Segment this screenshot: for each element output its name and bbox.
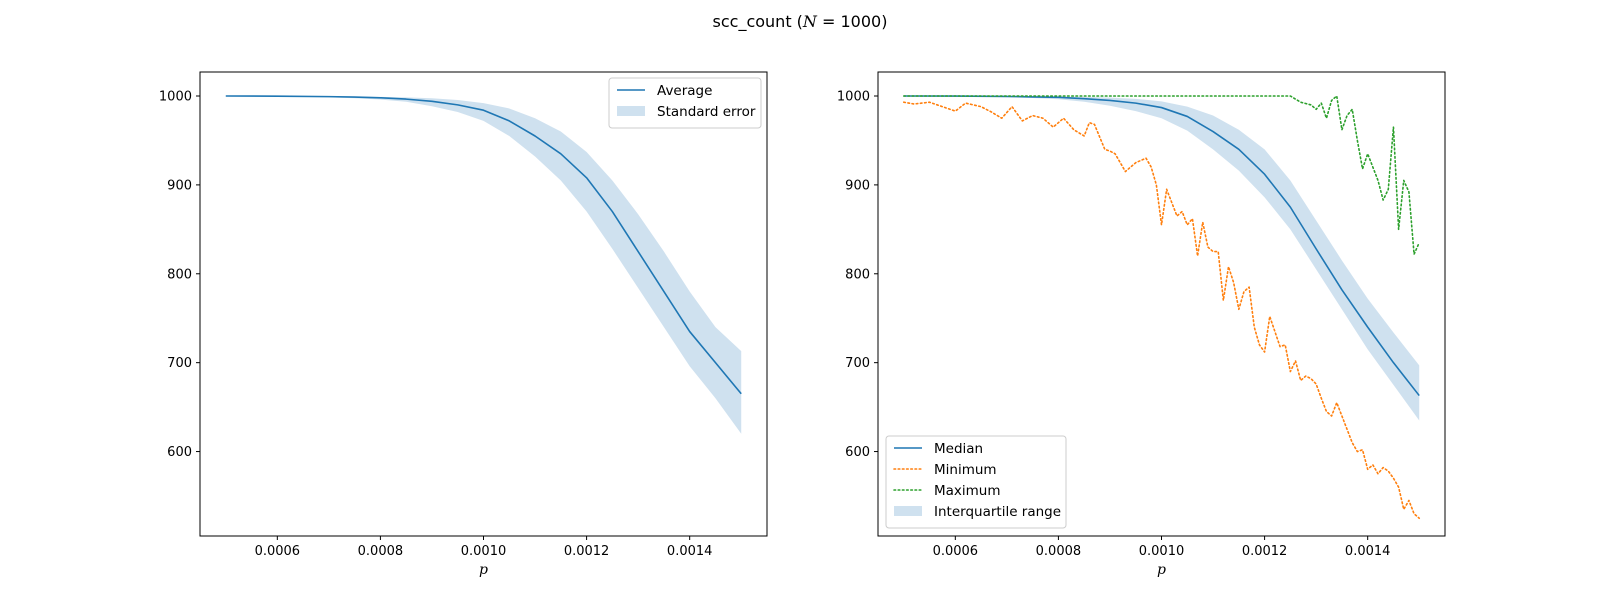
x-tick-label: 0.0014	[667, 544, 713, 559]
y-tick-label: 900	[167, 178, 192, 193]
x-axis-label: p	[479, 562, 488, 578]
left-chart-panel: 0.0006 0.0008 0.0010 0.0012 0.0014 600 700 800 9…	[159, 71, 768, 578]
y-tick-label: 700	[167, 356, 192, 371]
y-tick-label: 900	[845, 178, 870, 193]
figure-title-suffix: = 1000)	[817, 12, 888, 31]
legend-label-maximum: Maximum	[934, 483, 1001, 499]
legend-label-median: Median	[934, 441, 983, 457]
y-tick-label: 600	[845, 445, 870, 460]
x-tick-label: 0.0006	[255, 544, 301, 559]
legend-label-average: Average	[657, 83, 712, 99]
y-tick-label: 700	[845, 356, 870, 371]
average-line	[225, 95, 742, 395]
y-tick-label: 800	[845, 267, 870, 282]
interquartile-range-band	[903, 96, 1420, 421]
y-tick-label: 800	[167, 267, 192, 282]
x-tick-label: 0.0010	[461, 544, 507, 559]
x-tick-label: 0.0008	[1036, 544, 1082, 559]
standard-error-band	[225, 96, 742, 434]
figure-title-var: N	[802, 12, 818, 31]
x-tick-label: 0.0012	[1242, 544, 1288, 559]
plot-area	[902, 95, 1421, 520]
x-axis-label: p	[1157, 562, 1166, 578]
x-tick-label: 0.0008	[358, 544, 404, 559]
x-tick-label: 0.0010	[1139, 544, 1185, 559]
legend-label-minimum: Minimum	[934, 462, 997, 478]
y-tick-label: 1000	[837, 90, 870, 105]
legend-label-standard-error: Standard error	[657, 104, 756, 120]
legend-box	[885, 435, 1067, 529]
y-tick-label: 1000	[159, 90, 192, 105]
legend: Median Minimum Maximum Interquartile range	[885, 435, 1067, 529]
legend-handle	[894, 506, 922, 516]
x-tick-label: 0.0006	[933, 544, 979, 559]
right-chart-panel: 0.0006 0.0008 0.0010 0.0012 0.0014 600 700 800 9…	[837, 71, 1446, 578]
legend: Average Standard error	[608, 77, 762, 129]
legend-box	[608, 77, 762, 129]
figure-title-prefix: scc_count (	[713, 12, 803, 32]
legend-handle	[617, 106, 645, 116]
legend-label-interquartile-range: Interquartile range	[934, 504, 1061, 520]
maximum-line	[902, 95, 1421, 256]
x-tick-label: 0.0012	[564, 544, 610, 559]
figure-title: scc_count (N = 1000)	[713, 12, 888, 32]
plot-area	[225, 95, 742, 434]
y-tick-label: 600	[167, 445, 192, 460]
median-line	[903, 95, 1420, 397]
x-tick-label: 0.0014	[1345, 544, 1391, 559]
minimum-line	[902, 101, 1421, 520]
